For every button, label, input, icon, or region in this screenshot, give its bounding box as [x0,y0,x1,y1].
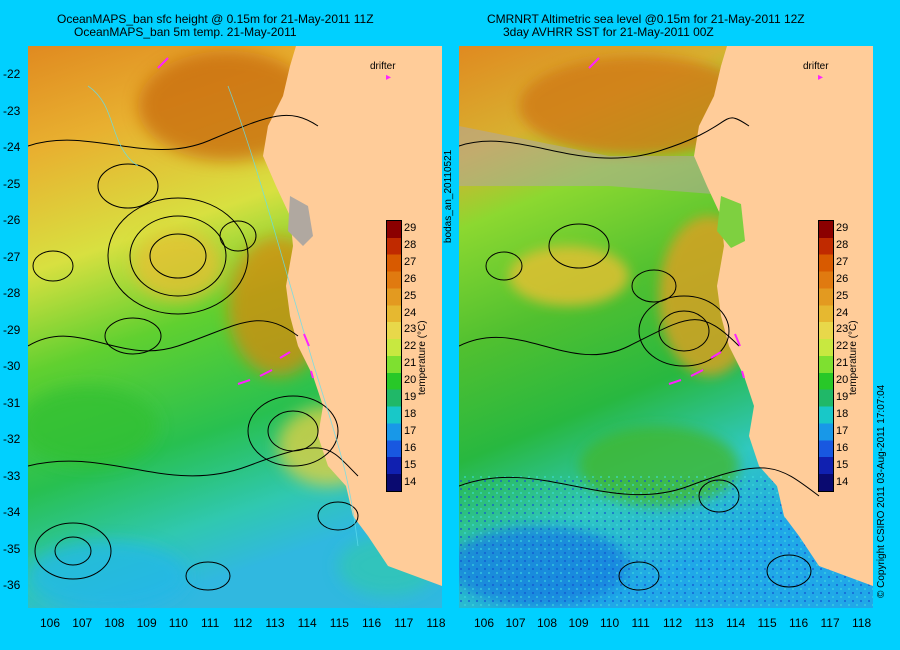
latitude-tick-label: -30 [3,359,21,373]
colorbar-tick-label: 25 [836,289,849,302]
colorbar-tick-label: 14 [836,475,849,488]
longitude-tick-label: 111 [631,616,650,630]
longitude-tick-label: 118 [426,616,446,630]
colorbar-tick-label: 21 [836,357,849,370]
longitude-tick-label: 110 [600,616,620,630]
latitude-tick-label: -31 [3,395,21,410]
left-title-line1: OceanMAPS_ban sfc height @ 0.15m for 21-… [57,12,374,26]
latitude-tick-label: -26 [3,213,21,227]
right-map-panel [459,46,873,608]
right-drifter-label: drifter [803,61,829,72]
colorbar-tick-label: 23 [404,323,417,336]
longitude-tick-label: 109 [136,616,157,630]
right-title-line2: 3day AVHRR SST for 21-May-2011 00Z [503,25,714,39]
left-colorbar-label: temperature (°C) [417,320,428,395]
longitude-tick-label: 116 [362,616,382,630]
colorbar-tick-label: 26 [404,272,417,285]
colorbar-tick-label: 18 [836,407,849,420]
longitude-tick-label: 112 [233,616,253,630]
right-colorbar-label: temperature (°C) [848,320,859,395]
copyright-label: © Copyright CSIRO 2011 03-Aug-2011 17:07… [876,384,887,598]
longitude-tick-label: 107 [72,616,93,630]
longitude-tick-label: 110 [168,616,188,630]
colorbar-tick-label: 27 [836,255,849,268]
latitude-tick-label: -22 [3,67,21,81]
latitude-tick-label: -35 [3,541,21,556]
colorbar-tick-label: 29 [836,222,849,234]
longitude-tick-label: 113 [694,616,714,630]
colorbar-tick-label: 26 [836,272,849,285]
right-map-image [459,46,873,608]
latitude-tick-label: -24 [3,140,21,154]
left-drifter-marker: ▸ [386,72,392,83]
colorbar-tick-label: 22 [404,340,417,353]
longitude-tick-label: 111 [201,616,220,630]
latitude-tick-label: -28 [3,286,21,300]
colorbar-tick-label: 25 [404,289,417,302]
colorbar-tick-label: 23 [836,323,849,336]
latitude-tick-label: -33 [3,468,21,483]
longitude-tick-label: 106 [40,616,61,630]
colorbar-tick-label: 24 [836,306,849,319]
longitude-tick-label: 108 [537,616,558,630]
right-title-line1: CMRNRT Altimetric sea level @0.15m for 2… [487,12,805,26]
left-title-line2: OceanMAPS_ban 5m temp. 21-May-2011 [74,25,297,39]
colorbar-tick-label: 17 [836,424,849,437]
longitude-tick-label: 118 [852,616,872,630]
colorbar-tick-label: 28 [404,238,417,251]
longitude-tick-label: 115 [757,616,777,630]
latitude-tick-label: -27 [3,249,21,264]
longitude-tick-label: 114 [297,616,317,630]
colorbar-tick-label: 18 [404,407,417,420]
longitude-tick-label: 117 [820,616,840,630]
colorbar-tick-label: 16 [404,441,417,454]
latitude-tick-label: -23 [3,103,21,118]
run-id-label: bodas_an_20110521 [443,149,454,243]
longitude-tick-label: 116 [789,616,809,630]
longitude-tick-label: 115 [329,616,349,630]
colorbar-tick-label: 20 [404,374,417,387]
colorbar-tick-label: 15 [404,458,417,471]
right-drifter-marker: ▸ [818,72,824,83]
longitude-tick-label: 108 [104,616,125,630]
colorbar-tick-label: 14 [404,475,417,488]
colorbar-tick-label: 24 [404,306,417,319]
latitude-tick-label: -25 [3,176,21,191]
colorbar-tick-label: 27 [404,255,417,268]
colorbar-tick-label: 28 [836,238,849,251]
longitude-tick-label: 114 [726,616,746,630]
latitude-tick-label: -34 [3,505,21,519]
latitude-tick-label: -29 [3,322,21,337]
colorbar-scale [386,220,402,492]
latitude-tick-label: -32 [3,432,21,446]
colorbar-tick-label: 19 [404,391,417,403]
latitude-tick-label: -36 [3,578,21,592]
longitude-tick-label: 109 [568,616,589,630]
colorbar-tick-label: 17 [404,424,417,437]
colorbar-tick-label: 19 [836,391,849,403]
colorbar-tick-label: 29 [404,222,417,234]
colorbar-tick-label: 15 [836,458,849,471]
colorbar-scale [818,220,834,492]
colorbar-tick-label: 20 [836,374,849,387]
left-map-panel [28,46,442,608]
longitude-tick-label: 106 [474,616,495,630]
longitude-tick-label: 107 [505,616,526,630]
left-map-image [28,46,442,608]
colorbar-tick-label: 21 [404,357,417,370]
colorbar-tick-label: 22 [836,340,849,353]
colorbar-tick-label: 16 [836,441,849,454]
longitude-tick-label: 112 [663,616,683,630]
longitude-tick-label: 117 [394,616,414,630]
longitude-tick-label: 113 [265,616,285,630]
left-drifter-label: drifter [370,61,396,72]
